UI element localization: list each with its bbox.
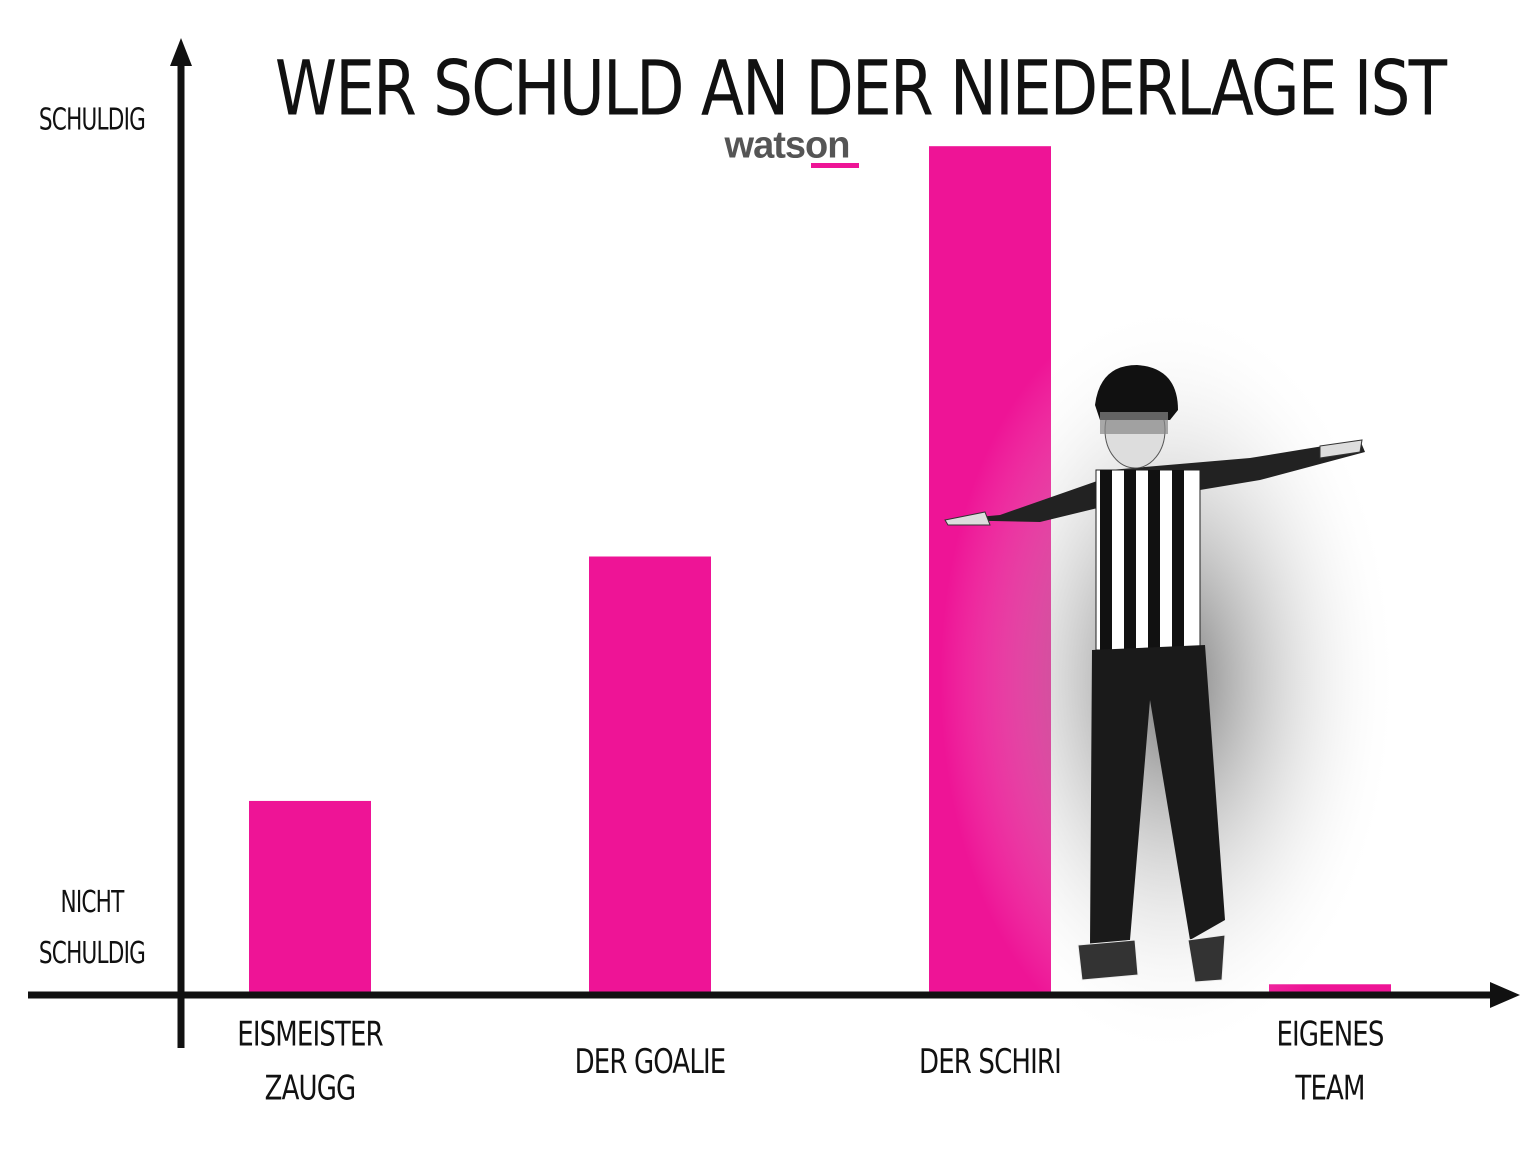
referee [940,300,1400,1060]
x-tick-label: EISMEISTER ZAUGG [237,1014,383,1109]
axes [28,38,1520,1048]
helmet [1095,365,1178,420]
y-tick-label: NICHT SCHULDIG [38,885,146,971]
bar [249,800,371,993]
x-tick-label: DER GOALIE [574,1041,727,1082]
stripes [1100,470,1184,650]
x-tick-label: EIGENES TEAM [1276,1014,1384,1109]
hands [944,439,1363,526]
y-tick-label: SCHULDIG [38,102,146,138]
logo-underline [811,163,859,168]
x-tick-label: DER SCHIRI [919,1041,1062,1082]
logo: watson [724,124,851,167]
bar [1269,984,1391,993]
skates [1077,934,1226,983]
visor [1100,412,1168,434]
chart-title: WER SCHULD AN DER NIEDERLAGE IST [274,43,1447,133]
bar [589,556,711,993]
pants [1090,645,1225,945]
